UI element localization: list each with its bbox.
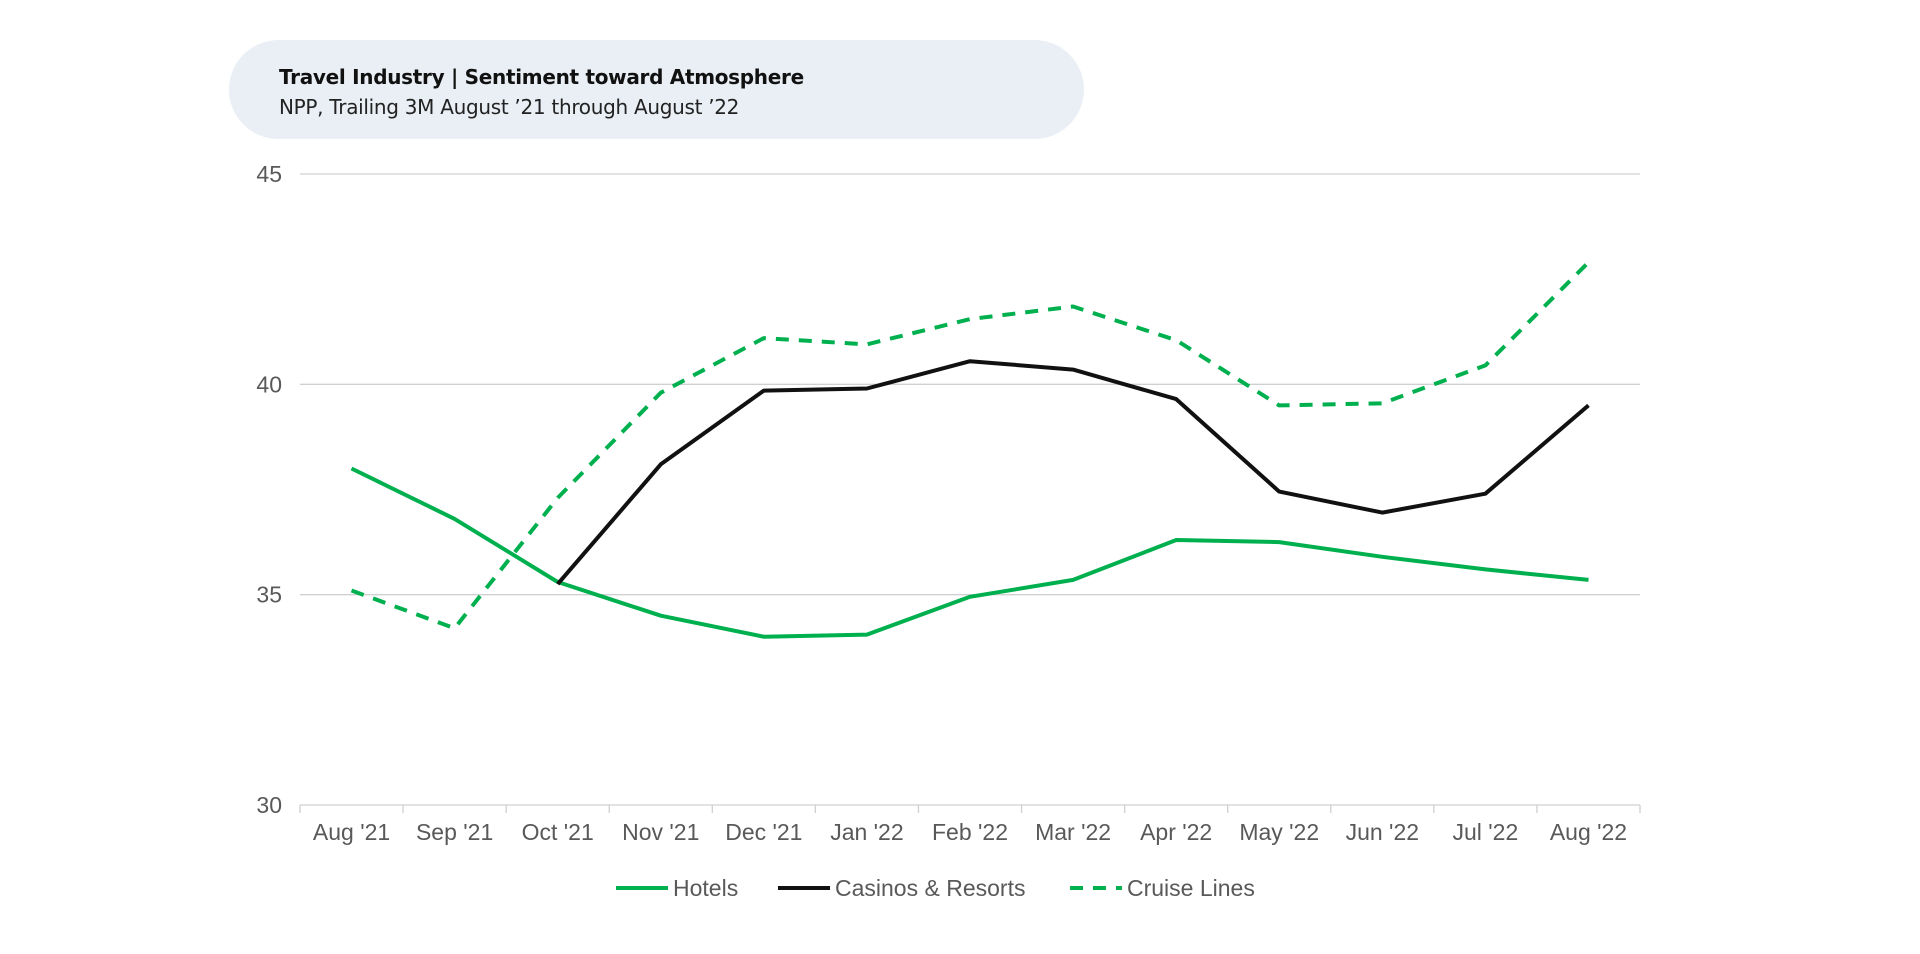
x-tick-label: Jun '22 [1346,819,1419,845]
legend: Hotels Casinos & Resorts Cruise Lines [616,875,1255,901]
chart-subtitle: NPP, Trailing 3M August ’21 through Augu… [279,95,740,119]
x-tick-label: May '22 [1239,819,1319,845]
chart-header: Travel Industry | Sentiment toward Atmos… [229,40,1084,139]
x-tick-label: Feb '22 [932,819,1008,845]
gridlines [300,173,1640,596]
x-tick-label: Aug '21 [313,819,390,845]
series-lines [350,260,1590,639]
x-tick-label: Oct '21 [522,819,594,845]
x-tick-label: Jul '22 [1453,819,1519,845]
y-tick-label: 35 [256,582,282,608]
chart-title: Travel Industry | Sentiment toward Atmos… [279,65,804,89]
legend-label: Cruise Lines [1127,875,1255,901]
y-tick-label: 40 [256,371,282,397]
y-tick-label: 45 [256,161,282,187]
series-line-hotels [350,466,1589,639]
y-tick-label: 30 [256,792,282,818]
x-tick-label: Dec '21 [725,819,802,845]
x-tick-label: Sep '21 [416,819,493,845]
x-tick-label: Aug '22 [1550,819,1627,845]
axes: 30 35 40 45 Aug '21 Sep '21 Oct '21 Nov '21 Dec … [256,161,1641,845]
x-tick-label: Jan '22 [830,819,903,845]
x-tick-label: Nov '21 [622,819,699,845]
series-line-casinos-resorts [556,359,1590,586]
x-tick-label: Apr '22 [1140,819,1212,845]
legend-label: Casinos & Resorts [835,875,1025,901]
series-line-cruise-lines [350,260,1590,631]
x-tick-label: Mar '22 [1035,819,1111,845]
legend-label: Hotels [673,875,738,901]
